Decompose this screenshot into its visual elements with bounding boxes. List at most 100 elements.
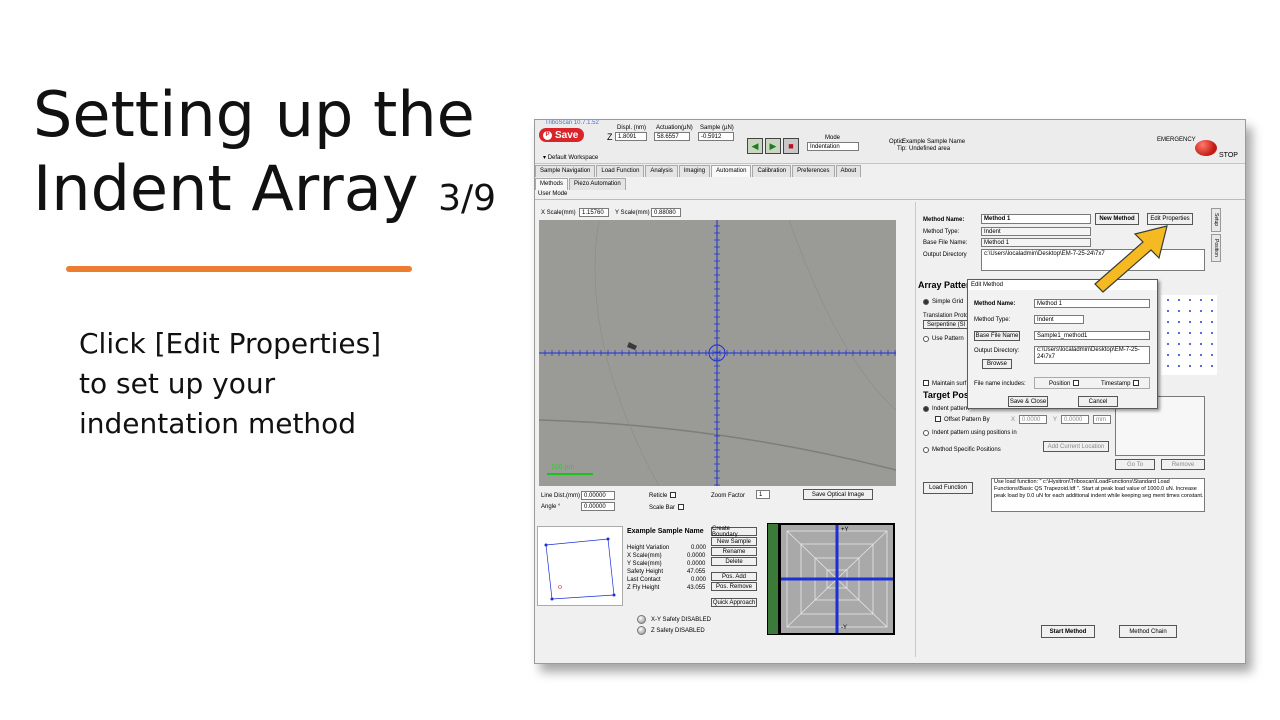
- scale-bar-text: 100 µm: [551, 464, 575, 471]
- zoom-factor-input[interactable]: 1: [756, 490, 770, 499]
- serpentine-selector[interactable]: Serpentine (Sl: [923, 320, 969, 329]
- timestamp-checkbox[interactable]: [1133, 380, 1140, 387]
- new-sample-button[interactable]: New Sample: [711, 537, 757, 546]
- array-dot: [1178, 310, 1180, 312]
- array-dot: [1189, 343, 1191, 345]
- delete-button[interactable]: Delete: [711, 557, 757, 566]
- create-boundary-button[interactable]: Create Boundary: [711, 526, 757, 538]
- save-optical-image-button[interactable]: Save Optical Image: [803, 489, 873, 500]
- maintain-surface-label: Maintain surf: [923, 380, 966, 388]
- pin-icon: P: [543, 130, 552, 140]
- method-specific-radio[interactable]: [923, 447, 929, 453]
- dialog-base-file-input[interactable]: Sample1_method1: [1034, 331, 1150, 340]
- emergency-stop-button[interactable]: [1195, 140, 1217, 156]
- user-mode-menu[interactable]: User Mode: [538, 191, 568, 197]
- offset-unit-selector[interactable]: mm: [1093, 415, 1111, 424]
- use-pattern-radio[interactable]: [923, 336, 929, 342]
- workspace-selector[interactable]: ▾ Default Workspace: [543, 155, 599, 161]
- tab-analysis[interactable]: Analysis: [645, 165, 678, 177]
- nav-play-icon[interactable]: ▶: [765, 138, 781, 154]
- dialog-browse-button[interactable]: Browse: [982, 359, 1012, 369]
- slide-title: Setting up the Indent Array 3/9: [33, 78, 503, 236]
- tab-automation[interactable]: Automation: [711, 165, 752, 177]
- offset-y-input[interactable]: 0.0000: [1061, 415, 1089, 424]
- tab-setup[interactable]: Setup: [1211, 208, 1221, 232]
- optical-overlay: [539, 220, 896, 486]
- tab-piezo-automation[interactable]: Piezo Automation: [569, 178, 626, 190]
- tab-about[interactable]: About: [835, 165, 862, 177]
- method-name-input[interactable]: Method 1: [981, 214, 1091, 224]
- reticle-checkbox[interactable]: [670, 492, 677, 499]
- edit-properties-button[interactable]: Edit Properties: [1147, 213, 1193, 225]
- array-dot: [1178, 365, 1180, 367]
- target-positions-title: Target Posi: [923, 390, 972, 400]
- start-method-button[interactable]: Start Method: [1041, 625, 1095, 638]
- pos-remove-button[interactable]: Pos. Remove: [711, 582, 757, 591]
- optical-image[interactable]: 100 µm: [539, 220, 896, 486]
- go-to-button[interactable]: Go To: [1115, 459, 1155, 470]
- output-directory-value[interactable]: c:\Users\localadmin\Desktop\EM-7-25-24\7…: [981, 249, 1205, 271]
- position-text: Position: [1049, 381, 1071, 387]
- array-dot: [1178, 332, 1180, 334]
- sample-y-scale-value: 0.0000: [687, 561, 706, 567]
- sample-y-scale-label: Y Scale(mm): [627, 561, 662, 567]
- array-dot: [1211, 332, 1213, 334]
- dialog-type-selector[interactable]: Indent: [1034, 315, 1084, 324]
- tab-sample-navigation[interactable]: Sample Navigation: [535, 165, 596, 177]
- tab-methods[interactable]: Methods: [535, 178, 569, 190]
- zoom-factor-label: Zoom Factor: [711, 493, 746, 499]
- tab-imaging[interactable]: Imaging: [678, 165, 711, 177]
- position-checkbox[interactable]: [1073, 380, 1080, 387]
- remove-button[interactable]: Remove: [1161, 459, 1205, 470]
- array-dot: [1167, 343, 1169, 345]
- quick-approach-button[interactable]: Quick Approach: [711, 598, 757, 607]
- nav-back-icon[interactable]: ◀: [747, 138, 763, 154]
- method-chain-button[interactable]: Method Chain: [1119, 625, 1177, 638]
- add-current-location-button[interactable]: Add Current Location: [1043, 441, 1109, 452]
- y-scale-value[interactable]: 0.88080: [651, 208, 681, 217]
- dialog-output-input[interactable]: c:\Users\localadmin\Desktop\EM-7-25-24\7…: [1034, 346, 1150, 364]
- z-position-strip[interactable]: [767, 523, 779, 635]
- array-dot: [1200, 299, 1202, 301]
- new-method-button[interactable]: New Method: [1095, 213, 1139, 225]
- tab-position[interactable]: Position: [1211, 234, 1221, 262]
- pos-add-button[interactable]: Pos. Add: [711, 572, 757, 581]
- sample-map[interactable]: [537, 526, 623, 606]
- home-icon[interactable]: ■: [783, 138, 799, 154]
- instruction-line-1: Click [Edit Properties]: [79, 327, 382, 360]
- method-name-label: Method Name:: [923, 217, 965, 223]
- simple-grid-radio[interactable]: [923, 299, 929, 305]
- tab-preferences[interactable]: Preferences: [792, 165, 835, 177]
- tip-value: Undefined area: [909, 146, 951, 152]
- load-function-button[interactable]: Load Function: [923, 482, 973, 494]
- xy-safety-led-icon: [637, 615, 646, 624]
- array-dot: [1189, 321, 1191, 323]
- rename-button[interactable]: Rename: [711, 547, 757, 556]
- x-scale-value[interactable]: 1.15760: [579, 208, 609, 217]
- sample-name[interactable]: Example Sample Name: [627, 528, 704, 535]
- last-contact-label: Last Contact: [627, 577, 661, 583]
- line-dist-value[interactable]: 0.00000: [581, 491, 615, 500]
- scale-bar-checkbox[interactable]: [678, 504, 685, 511]
- angle-value[interactable]: 0.00000: [581, 502, 615, 511]
- stage-navigator[interactable]: +Y -Y: [779, 523, 895, 635]
- offset-x-input[interactable]: 0.0000: [1019, 415, 1047, 424]
- title-line-1: Setting up the: [33, 78, 475, 151]
- reticle-text: Reticle: [649, 493, 668, 499]
- tab-calibration[interactable]: Calibration: [752, 165, 792, 177]
- dialog-base-file-button[interactable]: Base File Name: [974, 331, 1020, 341]
- mode-selector[interactable]: Indentation: [807, 142, 859, 151]
- dialog-name-input[interactable]: Method 1: [1034, 299, 1150, 308]
- offset-pattern-checkbox[interactable]: [935, 416, 941, 423]
- save-button[interactable]: P Save: [539, 128, 584, 142]
- indent-positions-radio[interactable]: [923, 430, 929, 436]
- indent-pattern-radio[interactable]: [923, 406, 929, 412]
- cancel-button[interactable]: Cancel: [1078, 396, 1118, 407]
- load-function-summary: Use load function: " c:\Hysitron\Tribosc…: [991, 478, 1205, 512]
- save-close-button[interactable]: Save & Close: [1008, 396, 1048, 407]
- z-safety-led-icon: [637, 626, 646, 635]
- maintain-surface-checkbox[interactable]: [923, 380, 929, 387]
- array-dot: [1189, 299, 1191, 301]
- array-dot: [1178, 299, 1180, 301]
- tab-load-function[interactable]: Load Function: [596, 165, 645, 177]
